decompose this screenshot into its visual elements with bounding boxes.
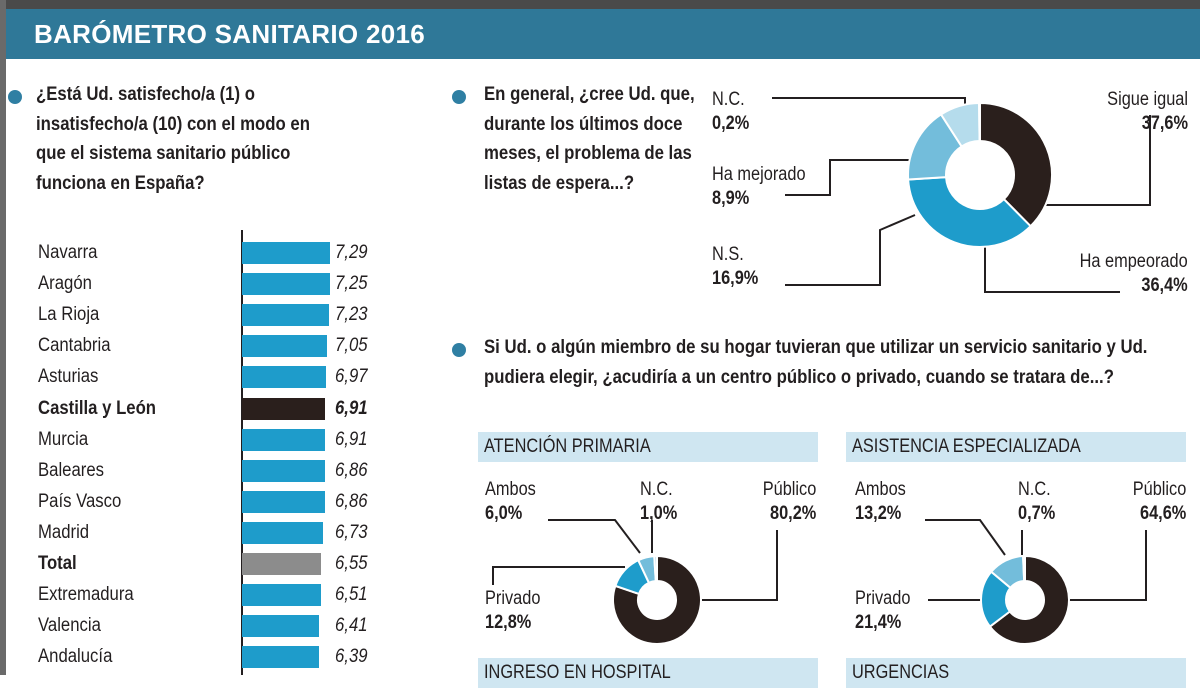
label-nc: N.C. 0,2%: [712, 89, 750, 134]
bar: [242, 335, 328, 358]
bar: [242, 490, 325, 513]
bar-label: Total: [38, 553, 77, 574]
donut-slice-ha-empeorado: [907, 176, 1033, 248]
bar-value: 7,29: [335, 242, 368, 263]
page-title: BARÓMETRO SANITARIO 2016: [34, 19, 425, 49]
bar: [242, 553, 322, 575]
donut-slice-público: [612, 554, 702, 645]
label-ha-empeorado: Ha empeorado 36,4%: [1079, 251, 1188, 296]
bar-row: Cantabria 7,05: [38, 333, 398, 359]
bar-value: 6,39: [335, 646, 368, 668]
bar-value: 6,86: [335, 459, 368, 481]
bar-row: Extremadura 6,51: [38, 582, 398, 608]
donut-slice-n-c-: [1022, 554, 1026, 583]
bar-row: La Rioja 7,23: [38, 302, 398, 328]
donut-slice-n-c-: [978, 101, 981, 143]
bar: [242, 584, 321, 607]
ae-nc: N.C. 0,7%: [1018, 479, 1056, 524]
bar-label: Navarra: [38, 242, 98, 263]
frame-left: [0, 0, 6, 675]
question-1: ¿Está Ud. satisfecho/a (1) o insatisfech…: [36, 83, 310, 194]
bar-row: Asturias 6,97: [38, 364, 398, 390]
bar-row: Valencia 6,41: [38, 613, 398, 639]
donut-slice-público: [988, 554, 1070, 645]
bar-axis: [241, 230, 243, 675]
section-atencion-primaria: ATENCIÓN PRIMARIA: [478, 432, 818, 462]
bar-row: Navarra 7,29: [38, 240, 398, 266]
label-ns: N.S. 16,9%: [712, 244, 759, 289]
bar-value: 6,55: [335, 553, 368, 574]
ap-ambos: Ambos 6,0%: [485, 479, 536, 524]
bar-row: Aragón 7,25: [38, 271, 398, 297]
bullet-icon: [452, 343, 466, 357]
label-ha-mejorado: Ha mejorado 8,9%: [712, 164, 806, 209]
bullet-icon: [8, 90, 22, 104]
ae-privado: Privado 21,4%: [855, 588, 911, 633]
bar-label: Asturias: [38, 366, 99, 388]
bar-value: 6,41: [335, 615, 368, 637]
bar-label: Extremadura: [38, 584, 134, 606]
bar: [242, 304, 330, 327]
bar-row: País Vasco 6,86: [38, 489, 398, 515]
bar: [242, 366, 327, 389]
bar: [242, 397, 326, 420]
bar-label: Murcia: [38, 428, 89, 450]
bar-value: 6,97: [335, 366, 368, 388]
bar-row: Murcia 6,91: [38, 427, 398, 453]
bar-value: 7,23: [335, 304, 368, 326]
bar-value: 6,86: [335, 490, 368, 512]
frame-top: [0, 0, 1200, 9]
label-sigue-igual: Sigue igual 37,6%: [1107, 89, 1188, 134]
ap-nc: N.C. 1,0%: [640, 479, 678, 524]
bar-value: 7,25: [335, 273, 368, 295]
bar-value: 6,51: [335, 584, 368, 606]
bullet-icon: [452, 90, 466, 104]
question-3: Si Ud. o algún miembro de su hogar tuvie…: [484, 336, 1148, 388]
section-asistencia-especializada: ASISTENCIA ESPECIALIZADA: [846, 432, 1186, 462]
bar: [242, 428, 326, 451]
bar: [242, 521, 324, 544]
bar-row: Baleares 6,86: [38, 458, 398, 484]
bar-value: 6,91: [335, 428, 368, 450]
bar-label: Baleares: [38, 459, 104, 481]
bar-row: Andalucía 6,39: [38, 644, 398, 670]
bar: [242, 242, 330, 264]
ap-privado: Privado 12,8%: [485, 588, 541, 633]
bar-row: Total 6,55: [38, 551, 398, 577]
donut-slice-n-c-: [653, 554, 658, 583]
bar: [242, 615, 320, 638]
bar-value: 6,91: [335, 397, 368, 419]
bar-label: Cantabria: [38, 335, 111, 357]
ap-publico: Público 80,2%: [762, 479, 816, 524]
bar-row: Madrid 6,73: [38, 520, 398, 546]
bar: [242, 646, 320, 669]
question-2: En general, ¿cree Ud. que, durante los ú…: [484, 83, 695, 194]
donut-slice-sigue-igual: [979, 101, 1053, 228]
bar-value: 6,73: [335, 521, 368, 543]
bar-label: La Rioja: [38, 304, 100, 326]
bar-label: Madrid: [38, 521, 90, 543]
bar-row: Castilla y León 6,91: [38, 396, 398, 422]
bar: [242, 273, 330, 296]
bar-label: Valencia: [38, 615, 101, 637]
bar-label: Aragón: [38, 273, 92, 295]
bar-value: 7,05: [335, 335, 368, 357]
bar-label: Castilla y León: [38, 397, 157, 419]
bar-label: País Vasco: [38, 490, 122, 512]
bar: [242, 459, 325, 482]
header-band: BARÓMETRO SANITARIO 2016: [6, 9, 1200, 59]
ae-ambos: Ambos 13,2%: [855, 479, 906, 524]
bar-label: Andalucía: [38, 646, 113, 668]
ae-publico: Público 64,6%: [1132, 479, 1186, 524]
